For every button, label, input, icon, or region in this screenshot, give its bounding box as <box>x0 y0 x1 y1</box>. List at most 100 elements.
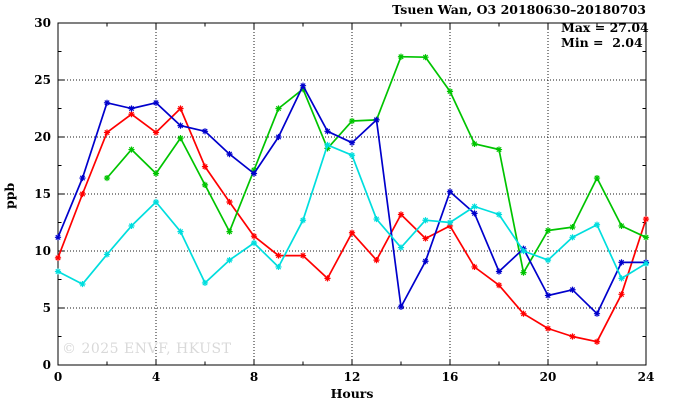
data-point-marker-blue <box>373 116 380 123</box>
data-point-marker-blue <box>299 82 307 89</box>
data-point-marker-red <box>103 129 111 136</box>
data-point-marker-cyan <box>103 251 111 258</box>
data-point-marker-cyan <box>569 234 576 241</box>
data-point-marker-red <box>642 215 650 223</box>
y-tick-label: 25 <box>34 73 51 87</box>
data-point-marker-red <box>348 229 356 236</box>
data-point-marker-red <box>495 282 503 289</box>
data-point-marker-cyan <box>226 257 233 264</box>
data-point-marker-blue <box>79 174 86 182</box>
data-point-marker-green <box>299 86 307 93</box>
x-axis-label: Hours <box>330 386 374 401</box>
data-point-marker-red <box>446 222 454 230</box>
data-point-marker-blue <box>250 170 258 177</box>
y-tick-label: 30 <box>34 16 51 30</box>
chart-title: Tsuen Wan, O3 20180630–20180703 <box>392 2 646 17</box>
data-point-marker-red <box>226 198 233 206</box>
data-point-marker-green <box>544 227 552 234</box>
data-point-marker-green <box>397 53 405 60</box>
x-tick-label: 0 <box>54 370 62 384</box>
data-point-marker-green <box>593 174 601 182</box>
data-point-marker-blue <box>226 151 233 158</box>
data-point-marker-blue <box>593 310 601 317</box>
data-point-marker-red <box>520 310 527 317</box>
data-point-marker-red <box>373 257 380 264</box>
data-point-marker-red <box>275 252 282 259</box>
data-point-marker-cyan <box>324 141 331 149</box>
data-point-marker-cyan <box>422 217 429 224</box>
data-point-marker-green <box>618 222 625 230</box>
data-point-marker-blue <box>422 258 429 265</box>
y-tick-label: 5 <box>43 301 51 315</box>
y-tick-label: 10 <box>34 244 51 258</box>
data-point-marker-cyan <box>152 198 160 206</box>
data-point-marker-green <box>520 269 527 276</box>
series-line-green <box>106 55 647 274</box>
data-point-marker-green <box>103 174 111 182</box>
data-point-marker-red <box>593 338 601 345</box>
data-point-marker-green <box>250 166 258 174</box>
data-point-marker-cyan <box>201 279 209 287</box>
data-point-marker-blue <box>618 259 625 266</box>
y-tick-label: 20 <box>34 130 51 144</box>
data-point-marker-green <box>642 234 650 241</box>
data-point-marker-green <box>348 117 356 125</box>
data-point-marker-green <box>226 228 233 235</box>
data-point-marker-blue <box>471 210 478 217</box>
data-point-marker-red <box>79 190 86 198</box>
x-tick-label: 20 <box>540 370 557 384</box>
data-point-marker-cyan <box>79 280 86 288</box>
data-point-marker-cyan <box>348 152 356 159</box>
data-point-marker-blue <box>446 188 454 195</box>
data-point-marker-red <box>299 252 307 259</box>
data-point-marker-green <box>569 223 576 231</box>
data-point-marker-cyan <box>54 268 62 275</box>
stats-legend: Max = 27.04 Min = 2.04 <box>561 20 649 50</box>
x-tick-label: 16 <box>442 370 459 384</box>
data-point-marker-green <box>152 170 160 177</box>
min-stat: Min = 2.04 <box>561 34 643 50</box>
data-point-marker-blue <box>495 268 503 275</box>
data-point-marker-red <box>569 333 576 340</box>
data-point-marker-blue <box>177 122 184 129</box>
x-tick-label: 4 <box>152 370 160 384</box>
data-point-marker-cyan <box>544 257 552 264</box>
data-point-marker-blue <box>544 292 552 299</box>
data-point-marker-blue <box>128 105 135 112</box>
data-point-marker-cyan <box>373 215 380 223</box>
data-point-marker-cyan <box>299 217 307 224</box>
data-point-marker-cyan <box>593 221 601 228</box>
x-tick-label: 8 <box>250 370 258 384</box>
data-point-marker-red <box>250 233 258 240</box>
data-point-marker-red <box>618 291 625 298</box>
data-point-marker-cyan <box>618 275 625 282</box>
x-tick-label: 12 <box>344 370 361 384</box>
y-axis-label: ppb <box>2 182 17 209</box>
data-point-marker-blue <box>324 128 331 135</box>
data-point-marker-blue <box>348 139 356 146</box>
data-point-marker-blue <box>569 286 576 293</box>
data-point-marker-cyan <box>495 211 503 218</box>
data-point-marker-green <box>201 181 209 188</box>
data-point-marker-cyan <box>642 260 650 267</box>
data-point-marker-green <box>446 88 454 95</box>
data-point-marker-green <box>275 105 282 112</box>
x-tick-label: 24 <box>638 370 655 384</box>
data-point-marker-red <box>544 325 552 332</box>
data-point-marker-cyan <box>471 203 478 210</box>
data-point-marker-blue <box>201 128 209 135</box>
data-point-marker-red <box>177 105 184 112</box>
y-tick-label: 0 <box>43 358 51 372</box>
data-point-marker-cyan <box>177 228 184 235</box>
data-point-marker-green <box>324 145 331 152</box>
data-point-marker-red <box>397 211 405 218</box>
data-point-marker-red <box>54 254 62 261</box>
data-point-marker-cyan <box>275 263 282 271</box>
data-point-marker-cyan <box>250 239 258 247</box>
data-point-marker-red <box>128 111 135 118</box>
data-point-marker-green <box>177 135 184 142</box>
max-stat: Max = 27.04 <box>561 20 649 35</box>
data-point-marker-red <box>471 263 478 271</box>
